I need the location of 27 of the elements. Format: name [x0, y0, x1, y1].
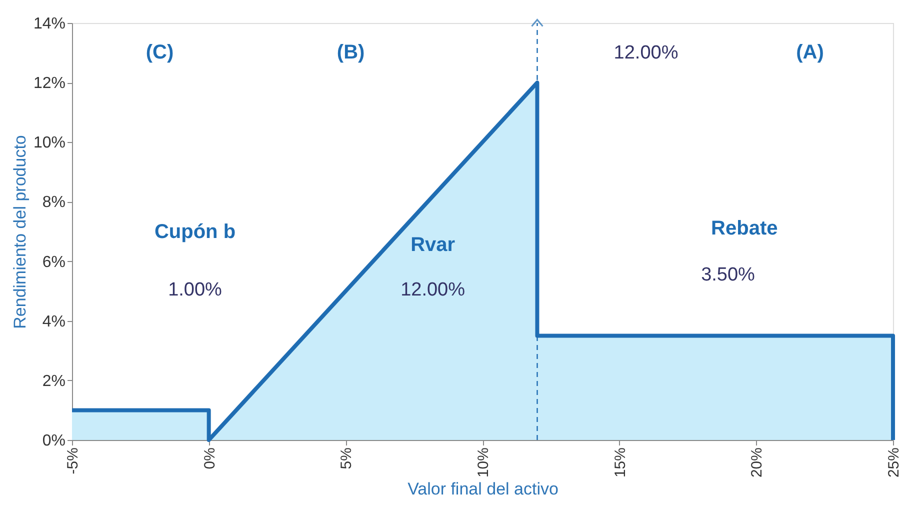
x-tick-label: 0% — [201, 448, 218, 470]
annotation: 3.50% — [701, 264, 756, 286]
annotation: Rebate — [711, 217, 778, 240]
annotation: Cupón b — [154, 221, 236, 244]
y-tick-label: 10% — [33, 134, 66, 152]
x-tick-label: 5% — [338, 448, 356, 470]
x-tick-label: 25% — [886, 448, 902, 478]
y-tick-label: 14% — [33, 16, 66, 32]
x-axis-title: Valor final del activo — [408, 480, 558, 499]
y-axis-title: Rendimiento del producto — [10, 135, 30, 329]
y-tick-label: 12% — [33, 75, 66, 92]
x-tick-label: -5% — [64, 448, 82, 474]
annotation: (A) — [796, 42, 824, 64]
x-tick-label: 15% — [612, 448, 629, 478]
x-tick-label: 10% — [475, 448, 492, 478]
y-tick-label: 0% — [42, 432, 66, 450]
annotation: (C) — [146, 42, 174, 64]
y-tick-label: 6% — [42, 254, 66, 271]
annotation: 12.00% — [614, 42, 678, 64]
x-tick-label: 20% — [748, 448, 766, 478]
annotation: Rvar — [410, 234, 456, 256]
y-tick-label: 4% — [42, 313, 66, 330]
y-tick-label: 2% — [42, 372, 66, 390]
y-tick-label: 8% — [42, 194, 66, 212]
annotation: 12.00% — [400, 279, 466, 300]
annotation: (B) — [336, 42, 365, 64]
annotation: 1.00% — [168, 279, 222, 300]
